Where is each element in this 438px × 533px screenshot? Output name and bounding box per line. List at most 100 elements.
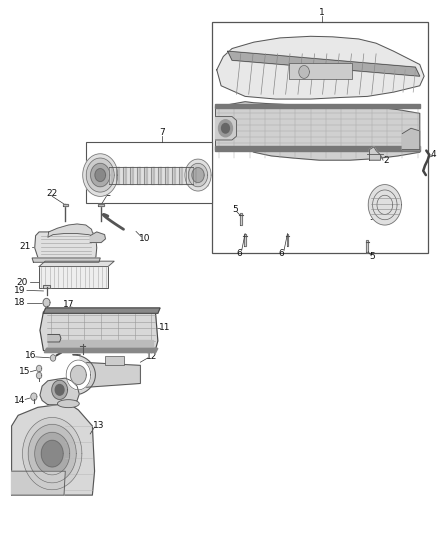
Polygon shape: [43, 308, 160, 313]
Bar: [39, 266, 108, 288]
Text: 21: 21: [19, 242, 30, 251]
Circle shape: [377, 195, 393, 214]
Text: 22: 22: [46, 189, 58, 198]
Polygon shape: [370, 147, 381, 160]
Circle shape: [192, 167, 204, 182]
Text: 8: 8: [85, 161, 91, 170]
Circle shape: [28, 424, 76, 483]
Polygon shape: [40, 378, 79, 405]
Text: 10: 10: [139, 235, 151, 244]
Text: 14: 14: [14, 396, 25, 405]
Polygon shape: [215, 102, 420, 160]
Polygon shape: [215, 104, 420, 108]
Circle shape: [52, 380, 67, 399]
Polygon shape: [12, 403, 95, 495]
Polygon shape: [32, 258, 100, 262]
Text: 20: 20: [16, 278, 27, 287]
Polygon shape: [48, 340, 153, 349]
Circle shape: [55, 384, 64, 395]
Circle shape: [41, 440, 63, 467]
Polygon shape: [73, 355, 95, 395]
Text: 13: 13: [93, 422, 105, 431]
Polygon shape: [35, 232, 97, 261]
Bar: [212, 22, 428, 253]
Text: 2: 2: [383, 156, 389, 165]
Polygon shape: [215, 117, 237, 140]
Polygon shape: [172, 166, 175, 184]
Polygon shape: [158, 166, 161, 184]
Text: 18: 18: [14, 298, 26, 307]
Polygon shape: [39, 261, 114, 266]
Text: 5: 5: [233, 205, 238, 214]
Bar: [106, 356, 124, 366]
Polygon shape: [99, 204, 104, 206]
Polygon shape: [228, 51, 420, 76]
Polygon shape: [44, 349, 158, 353]
Circle shape: [35, 432, 70, 475]
Text: 6: 6: [279, 249, 284, 258]
Text: 5: 5: [370, 253, 375, 261]
Polygon shape: [40, 309, 158, 352]
Text: 22: 22: [101, 189, 112, 198]
Polygon shape: [130, 166, 134, 184]
Polygon shape: [165, 166, 168, 184]
Polygon shape: [48, 224, 93, 237]
Circle shape: [71, 366, 86, 384]
Polygon shape: [367, 240, 368, 252]
Polygon shape: [109, 166, 193, 184]
Circle shape: [91, 164, 110, 187]
Polygon shape: [217, 36, 424, 99]
Text: 19: 19: [14, 286, 26, 295]
Text: 3: 3: [370, 213, 375, 222]
Text: 15: 15: [19, 367, 31, 376]
Polygon shape: [179, 166, 182, 184]
Polygon shape: [116, 166, 120, 184]
Polygon shape: [48, 335, 61, 342]
Polygon shape: [193, 166, 196, 184]
Circle shape: [83, 154, 118, 196]
Text: 7: 7: [159, 128, 165, 137]
Polygon shape: [286, 233, 288, 246]
Polygon shape: [151, 166, 154, 184]
Bar: [86, 142, 212, 203]
Circle shape: [222, 124, 230, 133]
Text: 6: 6: [236, 249, 242, 258]
Text: 16: 16: [25, 351, 36, 360]
Polygon shape: [402, 128, 420, 150]
Polygon shape: [244, 233, 246, 246]
Polygon shape: [123, 166, 127, 184]
Circle shape: [86, 158, 114, 192]
Polygon shape: [109, 166, 113, 184]
Ellipse shape: [57, 400, 79, 408]
Polygon shape: [186, 166, 189, 184]
Circle shape: [36, 372, 42, 378]
Circle shape: [95, 168, 106, 181]
Polygon shape: [137, 166, 140, 184]
Circle shape: [373, 190, 397, 220]
Circle shape: [368, 184, 401, 225]
Text: 9: 9: [204, 180, 210, 189]
Text: 4: 4: [431, 150, 437, 159]
Circle shape: [66, 360, 91, 390]
Polygon shape: [63, 204, 68, 206]
Polygon shape: [240, 213, 242, 225]
Bar: [289, 63, 352, 79]
Circle shape: [219, 120, 233, 137]
Polygon shape: [43, 285, 50, 288]
Circle shape: [31, 393, 37, 400]
Polygon shape: [80, 362, 140, 387]
Circle shape: [22, 417, 82, 490]
Text: 17: 17: [63, 300, 74, 309]
Polygon shape: [12, 471, 65, 495]
Polygon shape: [144, 166, 147, 184]
Polygon shape: [90, 232, 106, 243]
Circle shape: [185, 159, 211, 191]
Text: 11: 11: [159, 323, 170, 332]
Text: 12: 12: [145, 352, 157, 361]
Circle shape: [36, 366, 42, 372]
Circle shape: [188, 164, 208, 187]
Polygon shape: [215, 147, 420, 151]
Circle shape: [50, 355, 56, 361]
Text: 1: 1: [319, 8, 325, 17]
Circle shape: [299, 66, 309, 78]
